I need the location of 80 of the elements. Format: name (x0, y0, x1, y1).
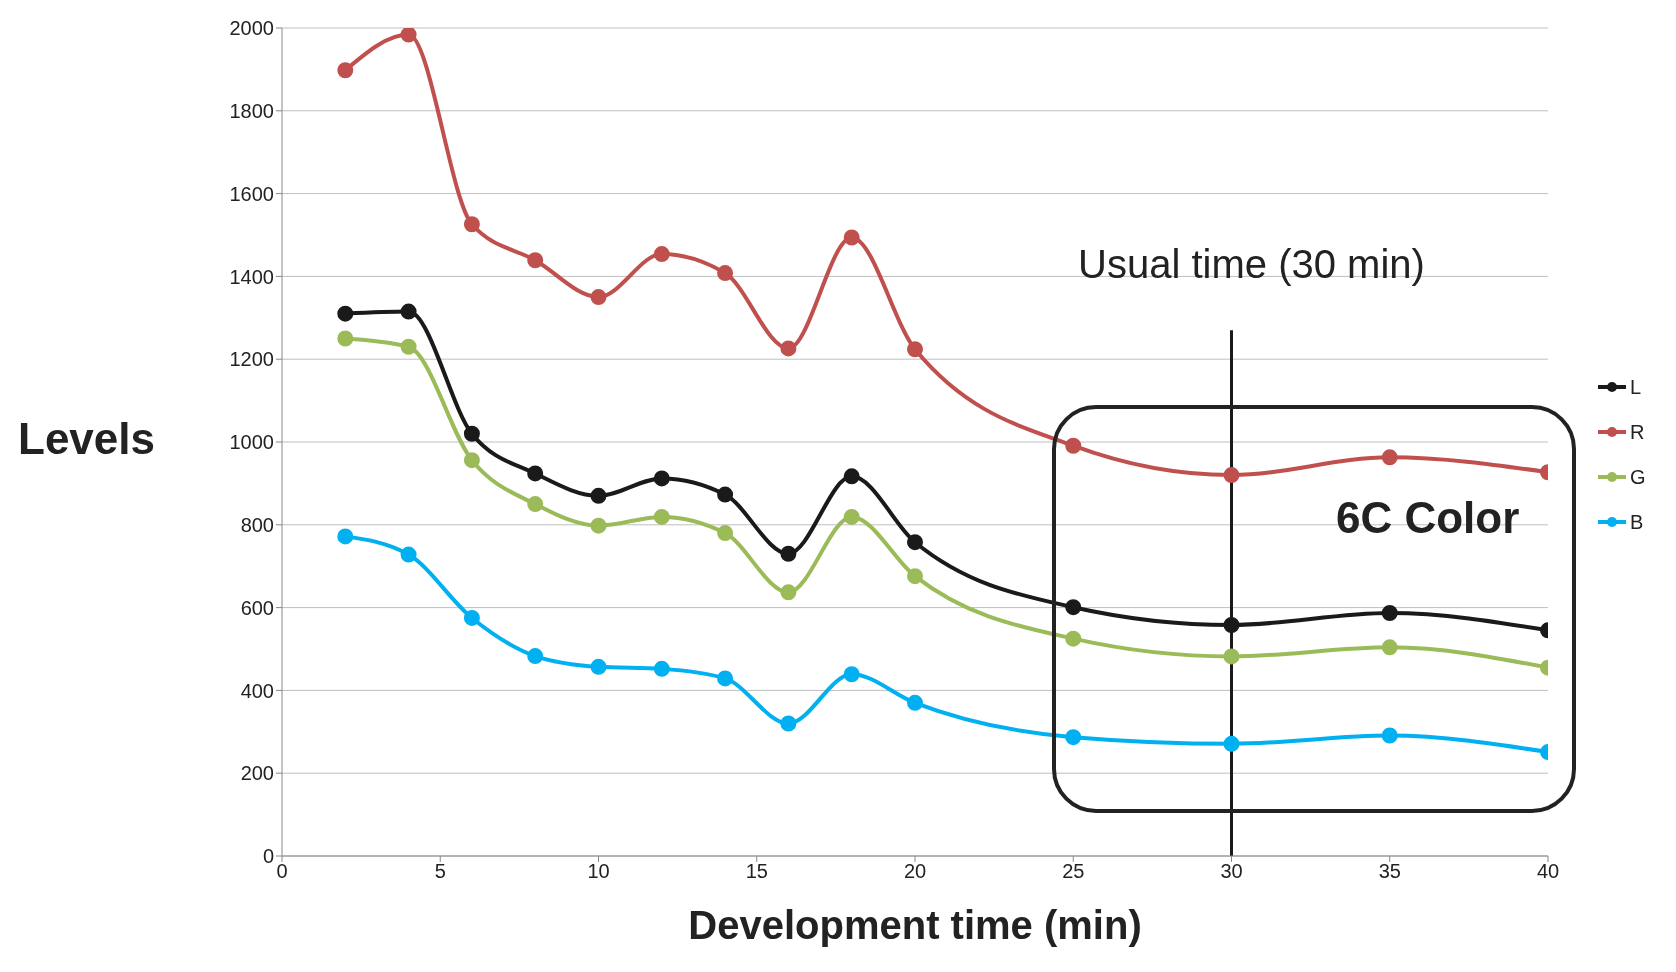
annotation: 6C Color (1336, 492, 1520, 543)
point (1065, 729, 1082, 746)
point (653, 508, 670, 525)
x-tick-label: 10 (587, 860, 610, 883)
x-axis-title: Development time (min) (687, 902, 1143, 949)
y-tick-label: 0 (262, 845, 274, 868)
point (717, 670, 734, 687)
y-tick-label: 1000 (229, 431, 274, 454)
point (1065, 599, 1082, 616)
point (1223, 616, 1240, 633)
x-tick-label: 0 (276, 860, 288, 883)
point (653, 470, 670, 487)
point (780, 715, 797, 732)
point (717, 486, 734, 503)
point (1223, 648, 1240, 665)
point (1381, 604, 1398, 621)
point (717, 525, 734, 542)
point (337, 305, 354, 322)
point (843, 468, 860, 485)
y-tick-label: 2000 (229, 17, 274, 40)
point (1381, 449, 1398, 466)
point (1223, 735, 1240, 752)
legend-label: G (1630, 465, 1646, 489)
point (337, 528, 354, 545)
point (653, 660, 670, 677)
point (337, 62, 354, 79)
x-tick-label: 15 (745, 860, 768, 883)
legend-label: R (1630, 420, 1645, 444)
legend-label: L (1630, 375, 1642, 399)
y-axis-title: Levels (18, 414, 155, 464)
point (1381, 727, 1398, 744)
point (1065, 437, 1082, 454)
ref-line-label: Usual time (30 min) (1077, 242, 1426, 288)
point (400, 303, 417, 320)
point (843, 666, 860, 683)
y-tick-label: 600 (240, 596, 274, 619)
y-tick-label: 1800 (229, 99, 274, 122)
point (527, 648, 544, 665)
y-tick-label: 800 (240, 513, 274, 536)
point (527, 465, 544, 482)
x-tick-label: 40 (1536, 860, 1560, 883)
point (527, 252, 544, 269)
point (400, 338, 417, 355)
point (590, 487, 607, 504)
y-tick-label: 200 (240, 762, 274, 785)
point (653, 246, 670, 263)
point (1381, 639, 1398, 656)
x-tick-label: 5 (434, 860, 446, 883)
point (843, 229, 860, 246)
y-tick-label: 400 (240, 679, 274, 702)
point (717, 265, 734, 282)
point (590, 289, 607, 306)
point (400, 546, 417, 563)
point (590, 658, 607, 675)
point (463, 452, 480, 469)
point (907, 694, 923, 711)
point (400, 28, 417, 43)
point (780, 584, 797, 601)
x-tick-label: 30 (1220, 860, 1243, 883)
x-tick-label: 20 (903, 860, 927, 883)
point (1223, 467, 1240, 484)
y-tick-label: 1400 (229, 265, 274, 288)
point (907, 341, 923, 358)
point (780, 545, 797, 562)
point (590, 517, 607, 534)
point (907, 534, 923, 551)
point (1065, 630, 1082, 647)
point (337, 330, 354, 347)
y-tick-label: 1600 (229, 182, 274, 205)
point (843, 508, 860, 525)
point (463, 425, 480, 442)
y-tick-label: 1200 (229, 348, 274, 371)
point (907, 568, 923, 585)
x-tick-label: 25 (1062, 860, 1085, 883)
point (463, 609, 480, 626)
point (527, 496, 544, 513)
point (463, 216, 480, 233)
point (780, 340, 797, 357)
x-tick-label: 35 (1378, 860, 1401, 883)
legend-label: B (1630, 510, 1644, 534)
